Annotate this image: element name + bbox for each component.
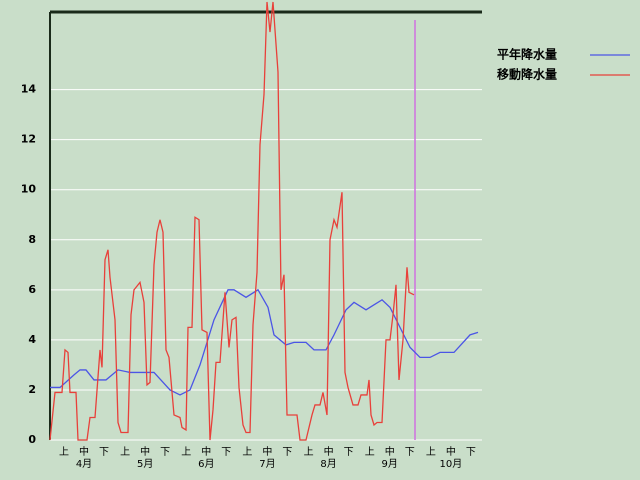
dekad-label: 中	[262, 445, 272, 458]
dekad-label: 下	[405, 447, 415, 458]
dekad-label: 上	[365, 446, 375, 458]
legend-label: 平年降水量	[497, 47, 557, 62]
month-label: 9月	[382, 458, 398, 470]
dekad-label: 下	[282, 447, 292, 458]
dekad-label: 上	[120, 446, 130, 458]
dekad-label: 下	[466, 447, 476, 458]
series-line	[49, 1, 415, 441]
dekad-label: 下	[344, 447, 354, 458]
dekad-label: 中	[201, 445, 211, 458]
y-tick-label: 4	[28, 333, 36, 346]
legend-label: 移動降水量	[497, 67, 557, 82]
month-label: 4月	[76, 458, 92, 470]
month-label: 8月	[320, 458, 336, 470]
dekad-label: 上	[242, 446, 252, 458]
dekad-label: 上	[304, 446, 314, 458]
dekad-label: 上	[426, 446, 436, 458]
dekad-label: 下	[99, 447, 109, 458]
y-tick-label: 8	[28, 233, 36, 246]
month-label: 7月	[259, 458, 275, 470]
dekad-label: 中	[446, 445, 456, 458]
y-tick-label: 2	[28, 383, 36, 396]
y-tick-label: 0	[28, 433, 36, 446]
dekad-label: 中	[385, 445, 395, 458]
dekad-label: 中	[324, 445, 334, 458]
y-tick-label: 10	[21, 183, 37, 196]
dekad-label: 中	[140, 445, 150, 458]
dekad-label: 上	[181, 446, 191, 458]
dekad-label: 中	[79, 445, 89, 458]
month-label: 10月	[439, 458, 462, 470]
month-label: 5月	[137, 458, 153, 470]
y-tick-label: 14	[21, 83, 37, 96]
dekad-label: 下	[160, 447, 170, 458]
y-tick-label: 12	[21, 133, 36, 146]
dekad-label: 上	[59, 446, 69, 458]
month-label: 6月	[198, 458, 214, 470]
series-line	[50, 288, 479, 396]
dekad-label: 下	[221, 447, 231, 458]
y-tick-label: 6	[28, 283, 36, 296]
